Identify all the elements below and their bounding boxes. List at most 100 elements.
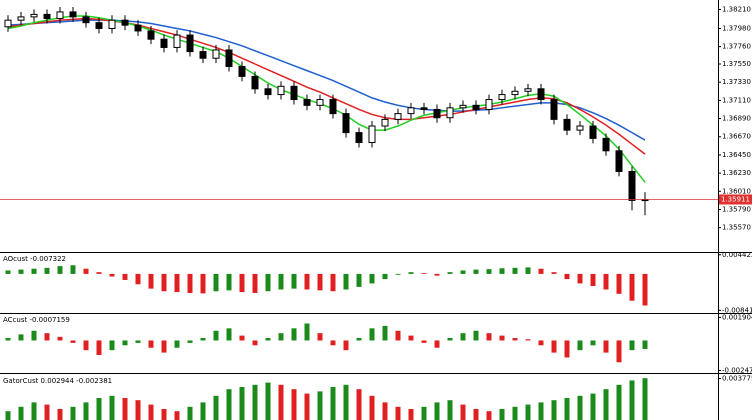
candle-body bbox=[251, 75, 259, 90]
histogram-bar bbox=[5, 411, 11, 420]
histogram-bar bbox=[395, 330, 401, 341]
candle-body bbox=[316, 99, 324, 106]
histogram-bar bbox=[395, 273, 401, 275]
candle-body bbox=[615, 150, 623, 172]
histogram-bar bbox=[577, 273, 583, 284]
histogram-bar bbox=[408, 409, 414, 420]
histogram-bar bbox=[356, 273, 362, 287]
histogram-bar bbox=[512, 267, 518, 274]
candle-body bbox=[342, 113, 350, 134]
histogram-bar bbox=[421, 273, 427, 274]
histogram-bar bbox=[551, 340, 557, 353]
histogram-bar bbox=[421, 340, 427, 343]
y-tick-label: 1.37550 bbox=[722, 60, 751, 68]
histogram-bar bbox=[447, 272, 453, 274]
histogram-bar bbox=[382, 325, 388, 341]
histogram-bar bbox=[564, 273, 570, 280]
histogram-bar bbox=[434, 402, 440, 420]
y-tick-label: 1.36890 bbox=[722, 115, 751, 123]
histogram-bar bbox=[239, 387, 245, 420]
y-tick-label: 1.37110 bbox=[722, 96, 751, 104]
histogram-bar bbox=[421, 406, 427, 420]
candle-body bbox=[303, 99, 311, 106]
histogram-bar bbox=[278, 333, 284, 341]
histogram-bar bbox=[200, 402, 206, 420]
histogram-bar bbox=[18, 406, 24, 420]
histogram-bar bbox=[291, 273, 297, 289]
histogram-bar bbox=[499, 409, 505, 420]
histogram-bar bbox=[161, 273, 167, 292]
candle-body bbox=[121, 19, 129, 26]
histogram-bar bbox=[109, 273, 115, 277]
histogram-bar bbox=[512, 338, 518, 341]
histogram-bar bbox=[460, 270, 466, 274]
histogram-bar bbox=[486, 333, 492, 341]
histogram-bar bbox=[18, 269, 24, 274]
histogram-bar bbox=[226, 273, 232, 291]
histogram-bar bbox=[538, 402, 544, 420]
candle-body bbox=[563, 118, 571, 131]
y-tick-label: 1.36450 bbox=[722, 151, 751, 159]
histogram-bar bbox=[148, 273, 154, 289]
histogram-bar bbox=[304, 393, 310, 420]
histogram-bar bbox=[239, 273, 245, 293]
candle-body bbox=[160, 38, 168, 48]
candle-body bbox=[511, 90, 519, 96]
histogram-bar bbox=[265, 273, 271, 292]
candle-body bbox=[524, 88, 532, 92]
candle-body bbox=[589, 125, 597, 139]
candle-body bbox=[407, 107, 415, 115]
histogram-bar bbox=[629, 340, 635, 351]
histogram-bar bbox=[83, 402, 89, 420]
candle-body bbox=[4, 19, 12, 28]
histogram-bar bbox=[525, 339, 531, 341]
histogram-bar bbox=[304, 323, 310, 341]
histogram-bar bbox=[57, 409, 63, 420]
candle-body bbox=[420, 107, 428, 110]
candle-body bbox=[56, 11, 64, 20]
histogram-bar bbox=[161, 340, 167, 353]
histogram-bar bbox=[18, 334, 24, 341]
candle-body bbox=[433, 108, 441, 119]
histogram-bar bbox=[148, 340, 154, 348]
y-tick-label: 1.36230 bbox=[722, 169, 751, 177]
y-tick-label: 0.003775 bbox=[722, 374, 752, 382]
histogram-bar bbox=[577, 340, 583, 351]
histogram-bar bbox=[629, 273, 635, 301]
candle-body bbox=[199, 51, 207, 59]
histogram-bar bbox=[447, 338, 453, 341]
histogram-bar bbox=[590, 393, 596, 420]
histogram-bar bbox=[551, 400, 557, 420]
candle-body bbox=[238, 65, 246, 77]
y-tick-label: 1.35570 bbox=[722, 224, 751, 232]
candle-body bbox=[264, 88, 272, 96]
histogram-bar bbox=[200, 338, 206, 341]
histogram-bar bbox=[226, 328, 232, 341]
candle-body bbox=[446, 107, 454, 119]
candle-body bbox=[472, 104, 480, 110]
candle-body bbox=[368, 125, 376, 144]
histogram-bar bbox=[356, 389, 362, 420]
histogram-bar bbox=[291, 389, 297, 420]
histogram-bar bbox=[213, 273, 219, 292]
histogram-bar bbox=[265, 382, 271, 420]
histogram-bar bbox=[135, 400, 141, 420]
histogram-bar bbox=[538, 340, 544, 346]
histogram-bar bbox=[57, 266, 63, 274]
histogram-bar bbox=[70, 265, 76, 274]
y-tick-label: 1.37980 bbox=[722, 24, 751, 32]
histogram-bar bbox=[330, 340, 336, 346]
candle-body bbox=[394, 113, 402, 120]
candle-body bbox=[576, 125, 584, 131]
histogram-bar bbox=[330, 387, 336, 420]
current-price-label: 1.35911 bbox=[721, 195, 750, 203]
histogram-bar bbox=[122, 398, 128, 420]
histogram-bar bbox=[356, 338, 362, 341]
histogram-bar bbox=[226, 389, 232, 420]
histogram-bar bbox=[5, 338, 11, 341]
candle-body bbox=[147, 30, 155, 40]
candle-body bbox=[290, 85, 298, 101]
candle-body bbox=[134, 24, 142, 32]
histogram-bar bbox=[603, 340, 609, 353]
histogram-bar bbox=[317, 273, 323, 291]
